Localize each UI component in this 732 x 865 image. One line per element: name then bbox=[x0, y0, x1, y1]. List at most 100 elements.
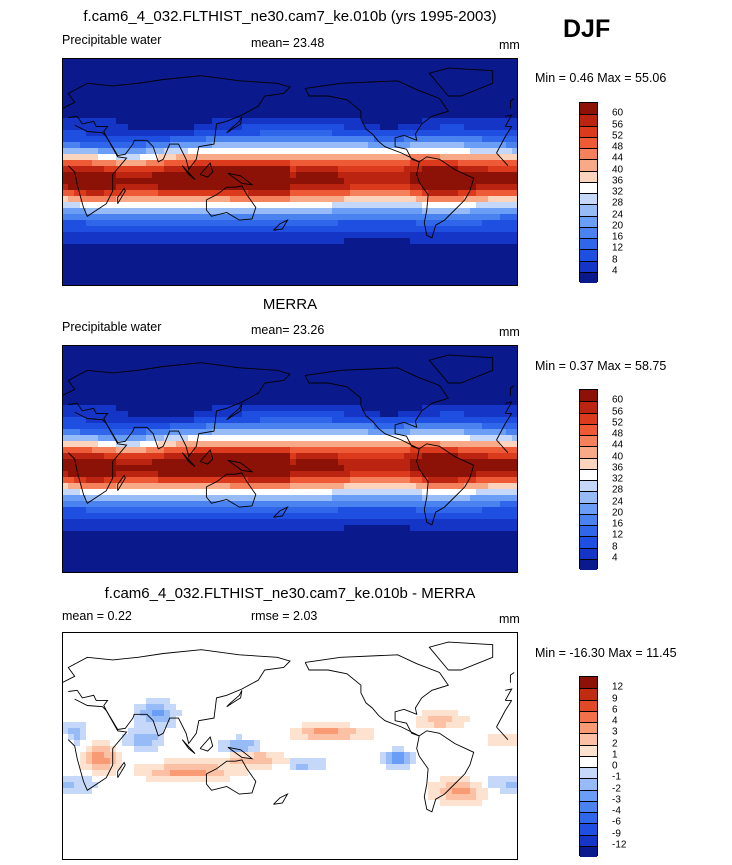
panel3-map bbox=[62, 632, 518, 860]
colorbar-separator bbox=[580, 238, 597, 239]
colorbar-swatch bbox=[580, 271, 597, 283]
colorbar-tick-label: 8 bbox=[612, 541, 618, 552]
colorbar-swatch bbox=[580, 688, 597, 700]
colorbar-tick-label: 52 bbox=[612, 130, 624, 142]
colorbar-separator bbox=[580, 226, 597, 228]
colorbar-separator bbox=[580, 789, 597, 791]
colorbar-separator bbox=[580, 536, 597, 538]
map-frame bbox=[62, 58, 518, 286]
colorbar-swatch bbox=[580, 744, 597, 756]
colorbar-swatch bbox=[580, 491, 597, 503]
colorbar-tick-label: 32 bbox=[612, 473, 624, 485]
season-label: DJF bbox=[563, 15, 611, 43]
colorbar-separator bbox=[580, 733, 597, 735]
colorbar-separator bbox=[580, 148, 597, 149]
colorbar-swatch bbox=[580, 547, 597, 559]
coastline bbox=[199, 449, 214, 465]
colorbar-swatch bbox=[580, 834, 597, 846]
colorbar-swatch bbox=[580, 170, 597, 182]
colorbar-tick-label: 6 bbox=[612, 704, 618, 716]
coastline bbox=[273, 793, 289, 805]
colorbar-separator bbox=[580, 800, 597, 802]
colorbar-swatch bbox=[580, 435, 597, 447]
colorbar-separator bbox=[580, 755, 597, 757]
colorbar-tick-label: 24 bbox=[612, 496, 624, 507]
colorbar-tick-label: 9 bbox=[612, 693, 618, 704]
colorbar-tick-label: 1 bbox=[612, 749, 618, 761]
coastline bbox=[67, 698, 513, 791]
colorbar-separator bbox=[580, 845, 597, 847]
coastline bbox=[62, 75, 513, 171]
coastline bbox=[199, 162, 214, 178]
colorbar-tick-label: 36 bbox=[612, 175, 624, 187]
colorbar-swatch bbox=[580, 457, 597, 469]
colorbar-tick-label: 0 bbox=[612, 760, 618, 772]
colorbar-swatch bbox=[580, 480, 597, 492]
colorbar-box bbox=[579, 389, 598, 570]
panel2-map bbox=[62, 345, 518, 573]
coastline bbox=[117, 761, 126, 778]
panel1-title: f.cam6_4_032.FLTHIST_ne30.cam7_ke.010b (… bbox=[83, 8, 497, 25]
panel3-title: f.cam6_4_032.FLTHIST_ne30.cam7_ke.010b -… bbox=[104, 585, 476, 602]
colorbar-tick-label: 4 bbox=[612, 265, 618, 277]
colorbar-separator bbox=[580, 502, 597, 504]
colorbar-separator bbox=[580, 181, 597, 183]
coastline bbox=[509, 672, 515, 683]
colorbar-swatch bbox=[580, 181, 597, 193]
colorbar-tick-label: -2 bbox=[612, 783, 621, 794]
colorbar-swatch bbox=[580, 722, 597, 734]
panel2-mean-label: mean= 23.26 bbox=[251, 323, 325, 337]
colorbar-separator bbox=[580, 435, 597, 436]
coastline bbox=[205, 185, 257, 221]
colorbar-separator bbox=[580, 699, 597, 701]
coastline bbox=[181, 452, 196, 467]
colorbar-separator bbox=[580, 547, 597, 549]
colorbar-swatch bbox=[580, 159, 597, 171]
coastline bbox=[227, 459, 254, 473]
colorbar-swatch bbox=[580, 778, 597, 790]
colorbar-separator bbox=[580, 260, 597, 262]
coastline bbox=[273, 506, 289, 518]
panel1-map bbox=[62, 58, 518, 286]
coastline bbox=[509, 385, 515, 396]
colorbar-swatch bbox=[580, 148, 597, 160]
colorbar-swatch bbox=[580, 845, 597, 857]
map-frame bbox=[62, 345, 518, 573]
colorbar-swatch bbox=[580, 699, 597, 711]
panel1-mean-label: mean= 23.48 bbox=[251, 36, 325, 50]
colorbar-tick-label: -3 bbox=[612, 794, 621, 806]
coastline bbox=[304, 654, 450, 737]
colorbar-swatch bbox=[580, 226, 597, 238]
panel3-units-label: mm bbox=[499, 612, 520, 626]
colorbar-swatch bbox=[580, 114, 597, 126]
colorbar-tick-label: 36 bbox=[612, 462, 624, 474]
colorbar-tick-label: 12 bbox=[612, 681, 624, 693]
coastline bbox=[428, 354, 494, 384]
colorbar-separator bbox=[580, 823, 597, 825]
colorbar-separator bbox=[580, 401, 597, 403]
colorbar-swatch bbox=[580, 755, 597, 767]
colorbar-tick-label: 8 bbox=[612, 254, 618, 265]
colorbar-swatch bbox=[580, 238, 597, 250]
colorbar-swatch bbox=[580, 260, 597, 272]
colorbar-separator bbox=[580, 193, 597, 194]
colorbar-swatch bbox=[580, 536, 597, 548]
colorbar-separator bbox=[580, 722, 597, 723]
panel2-minmax-label: Min = 0.37 Max = 58.75 bbox=[535, 359, 667, 373]
coastline bbox=[416, 156, 475, 239]
colorbar-tick-label: 3 bbox=[612, 726, 618, 738]
colorbar-swatch bbox=[580, 767, 597, 779]
coastline bbox=[117, 474, 126, 491]
colorbar-tick-label: -4 bbox=[612, 805, 621, 817]
coastline bbox=[117, 187, 126, 204]
colorbar-tick-label: 16 bbox=[612, 518, 624, 530]
colorbar-separator bbox=[580, 688, 597, 690]
colorbar-separator bbox=[580, 767, 597, 768]
coastline bbox=[227, 172, 254, 186]
coastline bbox=[67, 411, 513, 504]
panel2-colorbar: 4 8 12 16 20 24 28 32 36 40 44 48 52 56 60 bbox=[579, 389, 623, 570]
coastline bbox=[304, 80, 450, 163]
colorbar-swatch bbox=[580, 710, 597, 722]
panel1-units-label: mm bbox=[499, 38, 520, 52]
colorbar-tick-label: 16 bbox=[612, 231, 624, 243]
